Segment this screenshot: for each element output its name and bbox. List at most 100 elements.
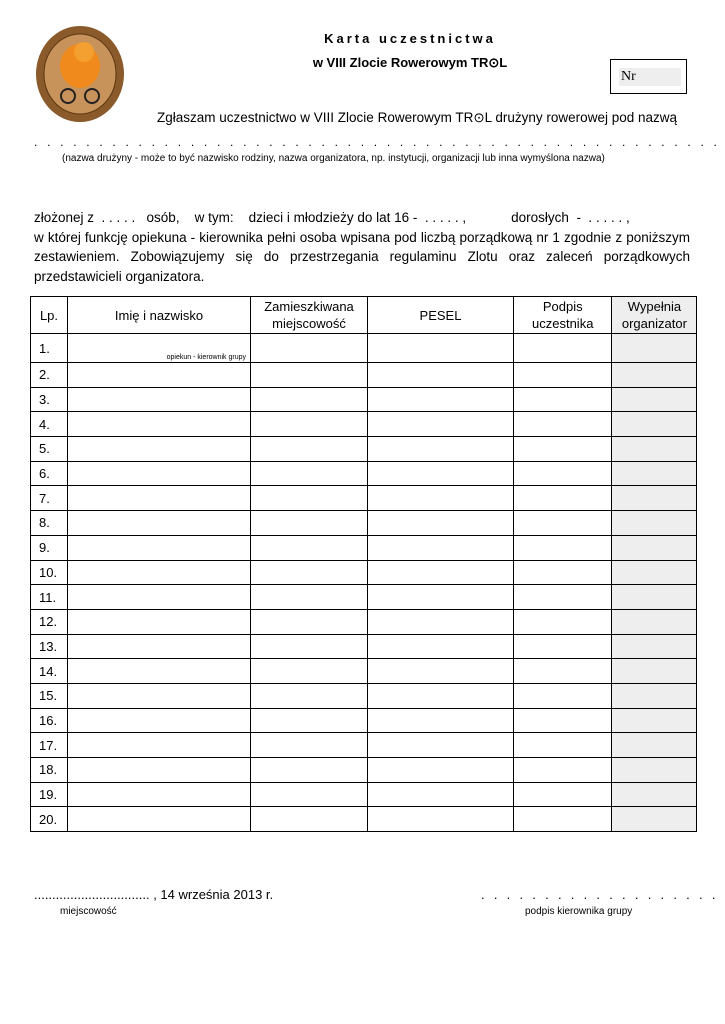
town-cell[interactable] [250,707,368,734]
town-cell[interactable] [250,584,368,610]
name-cell[interactable] [67,510,251,536]
signature-cell[interactable] [512,510,613,536]
organizer-cell[interactable] [611,682,698,709]
pesel-cell[interactable] [367,732,514,758]
name-cell[interactable] [67,485,251,512]
signature-cell[interactable] [512,362,613,388]
organizer-cell[interactable] [611,534,698,561]
organizer-cell[interactable] [611,362,698,388]
pesel-cell[interactable] [367,485,514,512]
town-cell[interactable] [250,633,368,660]
pesel-cell[interactable] [367,682,514,709]
signature-cell[interactable] [512,333,613,363]
town-cell[interactable] [250,510,368,536]
pesel-cell[interactable] [367,757,514,783]
name-cell[interactable] [67,436,251,462]
organizer-cell[interactable] [611,386,698,413]
town-cell[interactable] [250,386,368,413]
pesel-cell[interactable] [367,333,514,363]
organizer-cell[interactable] [611,608,698,635]
organizer-cell[interactable] [611,510,698,536]
organizer-cell[interactable] [611,559,698,586]
signature-cell[interactable] [512,608,613,635]
town-cell[interactable] [250,534,368,561]
pesel-cell[interactable] [367,411,514,438]
town-cell[interactable] [250,411,368,438]
town-cell[interactable] [250,732,368,758]
signature-cell[interactable] [512,559,613,586]
pesel-cell[interactable] [367,633,514,660]
town-cell[interactable] [250,757,368,783]
name-cell[interactable] [67,559,251,586]
signature-cell[interactable] [512,732,613,758]
organizer-cell[interactable] [611,485,698,512]
pesel-cell[interactable] [367,559,514,586]
town-cell[interactable] [250,436,368,462]
pesel-cell[interactable] [367,707,514,734]
organizer-cell[interactable] [611,584,698,610]
signature-cell[interactable] [512,707,613,734]
organizer-cell[interactable] [611,707,698,734]
pesel-cell[interactable] [367,608,514,635]
pesel-cell[interactable] [367,806,514,833]
pesel-cell[interactable] [367,386,514,413]
organizer-cell[interactable] [611,781,698,808]
town-cell[interactable] [250,333,368,363]
signature-cell[interactable] [512,658,613,684]
name-cell[interactable] [67,757,251,783]
name-cell[interactable] [67,732,251,758]
signature-cell[interactable] [512,682,613,709]
pesel-cell[interactable] [367,510,514,536]
name-cell[interactable] [67,584,251,610]
pesel-cell[interactable] [367,362,514,388]
leader-signature-field[interactable]: . . . . . . . . . . . . . . . . . . . . … [481,887,725,902]
name-cell[interactable] [67,781,251,808]
name-cell[interactable] [67,534,251,561]
organizer-cell[interactable] [611,436,698,462]
name-cell[interactable] [67,707,251,734]
pesel-cell[interactable] [367,534,514,561]
signature-cell[interactable] [512,386,613,413]
place-date-field[interactable]: ................................ , 14 wr… [34,887,274,902]
name-cell[interactable] [67,411,251,438]
signature-cell[interactable] [512,584,613,610]
signature-cell[interactable] [512,806,613,833]
pesel-cell[interactable] [367,460,514,487]
town-cell[interactable] [250,658,368,684]
organizer-cell[interactable] [611,732,698,758]
town-cell[interactable] [250,362,368,388]
organizer-cell[interactable] [611,633,698,660]
town-cell[interactable] [250,460,368,487]
town-cell[interactable] [250,485,368,512]
signature-cell[interactable] [512,534,613,561]
pesel-cell[interactable] [367,781,514,808]
organizer-cell[interactable] [611,658,698,684]
name-cell[interactable] [67,806,251,833]
team-name-field[interactable]: . . . . . . . . . . . . . . . . . . . . … [34,135,725,149]
pesel-cell[interactable] [367,584,514,610]
name-cell[interactable] [67,682,251,709]
name-cell[interactable] [67,362,251,388]
pesel-cell[interactable] [367,436,514,462]
town-cell[interactable] [250,781,368,808]
organizer-cell[interactable] [611,411,698,438]
signature-cell[interactable] [512,460,613,487]
name-cell[interactable]: opiekun - kierownik grupy [67,333,251,363]
town-cell[interactable] [250,682,368,709]
town-cell[interactable] [250,608,368,635]
town-cell[interactable] [250,806,368,833]
signature-cell[interactable] [512,411,613,438]
name-cell[interactable] [67,386,251,413]
name-cell[interactable] [67,633,251,660]
name-cell[interactable] [67,658,251,684]
organizer-cell[interactable] [611,333,698,363]
name-cell[interactable] [67,460,251,487]
organizer-cell[interactable] [611,460,698,487]
town-cell[interactable] [250,559,368,586]
signature-cell[interactable] [512,633,613,660]
number-field[interactable]: Nr [619,68,681,86]
signature-cell[interactable] [512,436,613,462]
organizer-cell[interactable] [611,757,698,783]
name-cell[interactable] [67,608,251,635]
pesel-cell[interactable] [367,658,514,684]
